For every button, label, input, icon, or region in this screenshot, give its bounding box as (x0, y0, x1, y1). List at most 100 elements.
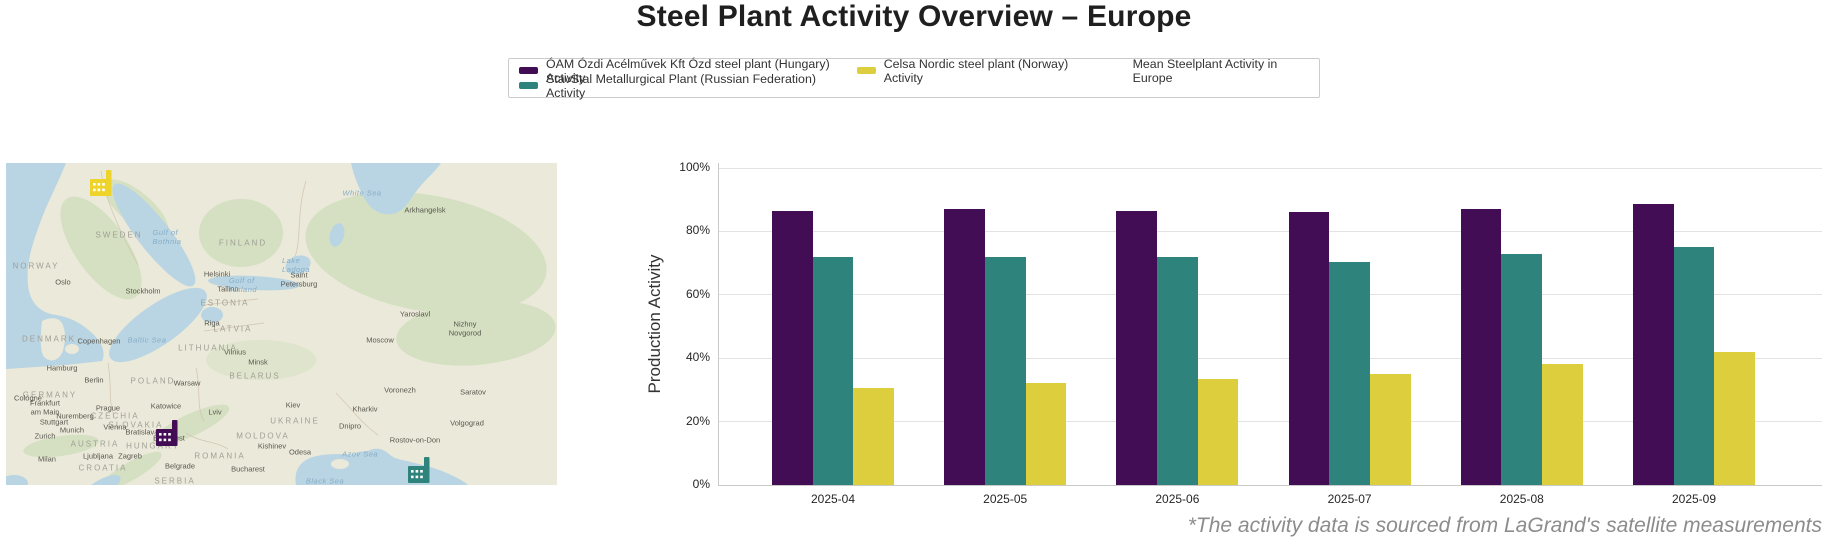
bar-2025-05-series3 (1025, 382, 1067, 485)
water-label: Black Sea (305, 476, 345, 486)
legend-column: Celsa Nordic steel plant (Norway) Activi… (856, 57, 1104, 85)
country-label: HUNGARY (126, 441, 180, 451)
y-tick-label: 100% (679, 160, 710, 174)
city-label: Nizhny Novgorod (448, 319, 482, 337)
plant-marker (156, 420, 180, 447)
y-tick-label: 40% (685, 350, 710, 365)
country-label: ROMANIA (194, 451, 246, 461)
city-label: Vilnius (224, 347, 246, 357)
legend-color-swatch (856, 67, 876, 74)
y-tick-label: 80% (685, 223, 710, 238)
bar-2025-06-series2 (1157, 257, 1198, 485)
country-label: DENMARK (21, 334, 77, 344)
bar-2025-06-series3 (1197, 379, 1239, 485)
bar-2025-04-series1 (771, 210, 813, 485)
country-label: SERBIA (154, 476, 196, 486)
city-label: Bratislava (125, 427, 159, 437)
bar-2025-04-series3 (853, 387, 895, 485)
legend-label: ÓAM Ózdi Acélművek Kft Ózd steel plant (… (546, 56, 830, 85)
y-axis-spine (718, 163, 719, 485)
europe-map: NORWAY SWEDEN FINLAND ESTONIA LATVIA LITHUANI… (6, 163, 557, 485)
city-label: Arkhangelsk (404, 205, 446, 215)
x-tick-label: 2025-09 (1671, 492, 1717, 506)
legend-item: StavStal Metallurgical Plant (Russian Fe… (519, 72, 857, 100)
y-tick-label: 20% (685, 413, 710, 428)
city-label: Dnipro (338, 421, 362, 431)
country-label: SLOVAKIA (108, 420, 164, 430)
bar-2025-07-series2 (1329, 261, 1370, 485)
city-label: Kharkiv (352, 404, 378, 414)
gridline (718, 294, 1822, 296)
legend-color-swatch (519, 82, 538, 89)
bar-2025-05-series1 (944, 208, 985, 485)
map-base (6, 163, 557, 485)
city-label: Cologne (14, 393, 42, 403)
plant-marker (408, 457, 432, 484)
city-label: Lviv (208, 407, 222, 417)
gridline (718, 167, 1822, 169)
city-label: Zurich (34, 431, 56, 441)
city-label: Vienna (103, 422, 127, 432)
page-title: Steel Plant Activity Overview – Europe (636, 0, 1192, 33)
city-label: Minsk (248, 357, 268, 367)
city-label: Oslo (55, 277, 71, 287)
legend-item: ÓAM Ózdi Acélművek Kft Ózd steel plant (… (519, 57, 857, 85)
country-label: MOLDOVA (236, 431, 290, 441)
plant-marker (90, 170, 114, 197)
legend-item: Celsa Nordic steel plant (Norway) Activi… (856, 57, 1104, 85)
bar-2025-09-series2 (1673, 246, 1715, 485)
city-label: Nuremberg (56, 411, 94, 421)
bar-2025-06-series1 (1116, 210, 1158, 485)
map-denmark (40, 318, 349, 469)
city-label: Copenhagen (77, 336, 121, 346)
factory-icon (156, 420, 178, 446)
city-label: Hamburg (46, 363, 78, 373)
city-label: Warsaw (173, 378, 201, 388)
country-label: BELARUS (229, 371, 281, 381)
city-label: Frankfurt am Main (29, 398, 61, 416)
legend-column: ÓAM Ózdi Acélművek Kft Ózd steel plant (… (519, 57, 857, 100)
legend-column: Mean Steelplant Activity in Europe (1104, 57, 1309, 85)
country-label: CROATIA (78, 463, 128, 473)
country-label: FINLAND (218, 238, 268, 248)
factory-icon (90, 170, 112, 196)
city-label: Stuttgart (39, 417, 69, 427)
country-label: GERMANY (22, 390, 78, 400)
bar-2025-09-series3 (1714, 352, 1756, 485)
legend-item: Mean Steelplant Activity in Europe (1104, 57, 1309, 85)
x-tick-label: 2025-08 (1499, 492, 1544, 506)
country-label: CZECHIA (90, 411, 140, 421)
country-label: ESTONIA (200, 298, 250, 308)
city-label: Zagreb (118, 451, 142, 461)
city-label: Prague (95, 403, 121, 413)
bar-2025-04-series2 (812, 256, 854, 485)
country-label: POLAND (130, 376, 176, 386)
x-tick-label: 2025-05 (983, 492, 1028, 506)
gridline (718, 421, 1822, 423)
water-label: White Sea (342, 188, 382, 198)
gridline (718, 230, 1822, 232)
water-label: Azov Sea (341, 449, 379, 459)
city-label: Kiev (285, 400, 301, 410)
water-label: Gulf of Bothnia (152, 228, 182, 246)
bar-2025-08-series2 (1501, 253, 1543, 485)
bar-2025-07-series1 (1288, 212, 1330, 485)
country-label: LITHUANIA (178, 343, 238, 353)
city-label: Berlin (84, 375, 104, 385)
city-label: Katowice (150, 401, 182, 411)
city-label: Riga (204, 318, 220, 328)
y-tick-label: 0% (692, 477, 710, 491)
bar-2025-09-series1 (1632, 203, 1674, 485)
country-label: SWEDEN (95, 230, 143, 240)
city-label: Saratov (460, 387, 486, 397)
city-label: Kishinev (257, 441, 287, 451)
water-label: Lake Ladoga (281, 256, 311, 274)
source-caption: *The activity data is sourced from LaGra… (1187, 514, 1822, 537)
factory-icon (408, 457, 430, 483)
x-tick-label: 2025-07 (1327, 492, 1372, 506)
y-tick-label: 60% (685, 286, 710, 301)
country-label: NORWAY (12, 261, 60, 271)
city-label: Stockholm (125, 286, 161, 296)
water-label: Gulf of Finland (228, 276, 258, 294)
